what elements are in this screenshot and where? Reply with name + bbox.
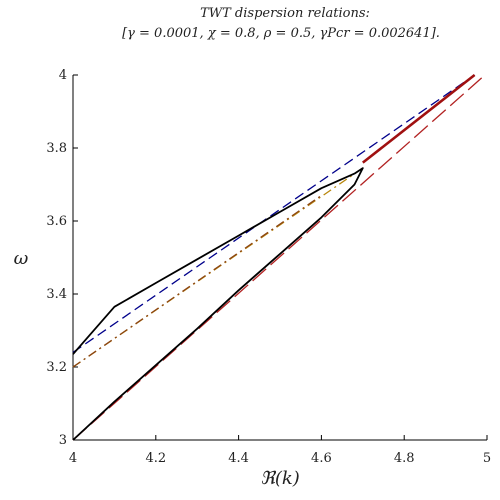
chart-subtitle: [γ = 0.0001, χ = 0.8, ρ = 0.5, γPcr = 0.… <box>122 26 440 41</box>
x-tick-label: 4.2 <box>145 451 166 466</box>
y-tick-label: 3.4 <box>46 287 67 302</box>
series-line-4 <box>72 194 322 368</box>
x-tick-label: 4.6 <box>311 451 332 466</box>
series-line-3 <box>72 76 484 441</box>
series-layer <box>72 73 484 441</box>
x-tick-label: 4.4 <box>228 451 249 466</box>
x-tick-label: 4 <box>69 451 77 466</box>
axes: 4 4.2 4.4 4.6 4.8 5 3 3.2 3.4 3.6 3.8 4 <box>46 68 491 466</box>
series-line-1 <box>72 74 475 353</box>
y-tick-label: 3.8 <box>46 141 67 156</box>
y-tick-label: 3.2 <box>46 360 67 375</box>
y-axis-label: ω <box>14 248 29 269</box>
y-tick-label: 3 <box>59 433 67 448</box>
chart-title: TWT dispersion relations: <box>200 6 370 21</box>
series-line-5 <box>72 167 364 441</box>
y-tick-label: 3.6 <box>46 214 67 229</box>
x-tick-label: 4.8 <box>394 451 415 466</box>
series-line-6 <box>361 73 476 164</box>
x-tick-label: 5 <box>483 451 491 466</box>
x-axis-label: ℜ(k) <box>260 468 300 489</box>
y-tick-label: 4 <box>59 68 67 83</box>
